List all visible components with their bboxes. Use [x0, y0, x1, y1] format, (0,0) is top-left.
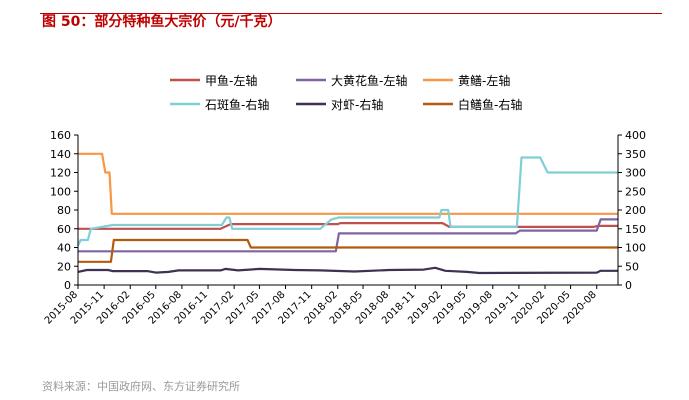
right-y-tick-label: 200: [625, 204, 646, 217]
right-y-tick-label: 250: [625, 185, 646, 198]
legend-label-4: 石斑鱼-右轴: [205, 97, 269, 112]
right-y-tick-label: 0: [625, 279, 632, 292]
right-y-tick-label: 100: [625, 242, 646, 255]
left-y-tick-label: 80: [57, 204, 71, 217]
left-y-tick-label: 120: [50, 167, 71, 180]
left-y-tick-label: 20: [57, 260, 71, 273]
right-y-tick-label: 400: [625, 129, 646, 142]
series-line-1: [78, 222, 618, 230]
series-line-4: [77, 156, 618, 247]
right-y-tick-label: 300: [625, 167, 646, 180]
legend-label-5: 对虾-右轴: [331, 97, 383, 112]
legend-label-6: 白鳝鱼-右轴: [458, 97, 522, 112]
series-line-6: [78, 238, 618, 263]
right-y-tick-label: 50: [625, 260, 639, 273]
right-y-tick-label: 350: [625, 148, 646, 161]
legend-label-1: 甲鱼-左轴: [205, 73, 257, 88]
series-layer: [77, 152, 618, 275]
right-y-tick-label: 150: [625, 223, 646, 236]
left-y-tick-label: 140: [50, 148, 71, 161]
title-divider: [40, 13, 662, 14]
left-y-tick-label: 100: [50, 185, 71, 198]
left-y-tick-label: 60: [57, 223, 71, 236]
legend-label-2: 大黄花鱼-左轴: [331, 73, 407, 88]
legend-label-3: 黄鳝-左轴: [458, 73, 510, 88]
left-y-tick-label: 160: [50, 129, 71, 142]
chart-title: 图 50：部分特种鱼大宗价（元/千克）: [42, 14, 282, 30]
series-line-3: [78, 152, 618, 215]
source-note: 资料来源：中国政府网、东方证券研究所: [42, 380, 240, 393]
left-y-tick-label: 0: [64, 279, 71, 292]
series-line-5: [77, 266, 618, 275]
left-y-tick-label: 40: [57, 242, 71, 255]
